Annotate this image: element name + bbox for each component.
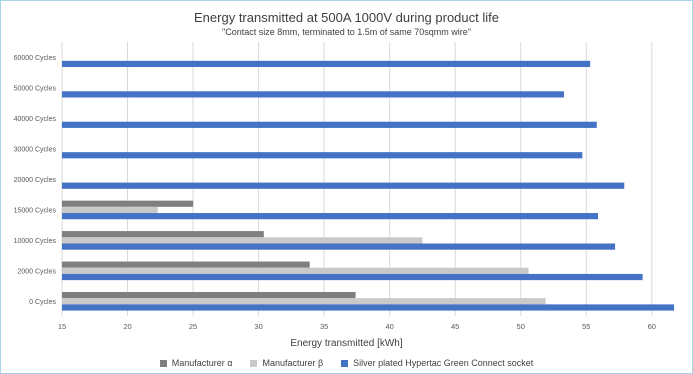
x-axis-label: Energy transmitted [kWh] (290, 338, 403, 349)
y-tick-label-20000-cycles: 20000 Cycles (14, 177, 57, 184)
chart-title: Energy transmitted at 500A 1000V during … (194, 10, 499, 25)
x-tick-label-25: 25 (189, 322, 197, 331)
x-tick-label-60: 60 (648, 322, 656, 331)
legend-label-hypertac: Silver plated Hypertac Green Connect soc… (353, 358, 534, 368)
bar-manufacturer-2000-cycles (62, 261, 310, 268)
bar-silver-plated-hypertac-green-connect-socket-40000-cycles (62, 121, 597, 128)
bar-silver-plated-hypertac-green-connect-socket-30000-cycles (62, 152, 583, 159)
x-tick-label-20: 20 (123, 322, 131, 331)
legend-item-manufacturer-alpha: Manufacturer α (159, 358, 233, 368)
y-tick-label-60000-cycles: 60000 Cycles (14, 55, 57, 62)
bar-manufacturer-15000-cycles (62, 206, 158, 214)
legend: Manufacturer α Manufacturer β Silver pla… (0, 358, 693, 368)
bar-silver-plated-hypertac-green-connect-socket-15000-cycles (62, 213, 599, 220)
legend-swatch-manufacturer-alpha (159, 359, 167, 367)
legend-item-manufacturer-beta: Manufacturer β (250, 358, 323, 368)
bar-silver-plated-hypertac-green-connect-socket-50000-cycles (62, 91, 564, 98)
y-tick-label-30000-cycles: 30000 Cycles (14, 147, 57, 154)
x-tick-label-55: 55 (582, 322, 590, 331)
bar-manufacturer-0-cycles (62, 298, 546, 305)
legend-swatch-hypertac (341, 359, 349, 367)
x-tick-label-50: 50 (517, 322, 525, 331)
legend-label-manufacturer-beta: Manufacturer β (262, 358, 324, 368)
bar-silver-plated-hypertac-green-connect-socket-10000-cycles (62, 243, 616, 250)
x-tick-label-15: 15 (58, 322, 66, 331)
bar-manufacturer-2000-cycles (62, 267, 529, 274)
bar-manufacturer-10000-cycles (62, 237, 423, 244)
chart-subtitle: "Contact size 8mm, terminated to 1.5m of… (222, 27, 471, 37)
x-tick-label-35: 35 (320, 322, 328, 331)
y-tick-label-2000-cycles: 2000 Cycles (17, 268, 56, 275)
legend-label-manufacturer-alpha: Manufacturer α (171, 358, 233, 368)
y-tick-label-50000-cycles: 50000 Cycles (14, 86, 57, 93)
bar-manufacturer-15000-cycles (62, 200, 194, 207)
y-tick-label-0-cycles: 0 Cycles (29, 299, 56, 306)
bar-manufacturer-0-cycles (62, 291, 356, 299)
bar-silver-plated-hypertac-green-connect-socket-60000-cycles (62, 60, 591, 68)
y-tick-label-15000-cycles: 15000 Cycles (14, 207, 57, 214)
x-tick-label-30: 30 (254, 322, 262, 331)
x-tick-label-40: 40 (385, 322, 393, 331)
x-tick-label-45: 45 (451, 322, 459, 331)
bar-manufacturer-10000-cycles (62, 231, 264, 238)
legend-item-hypertac: Silver plated Hypertac Green Connect soc… (341, 358, 533, 368)
bar-silver-plated-hypertac-green-connect-socket-2000-cycles (62, 273, 643, 281)
bar-silver-plated-hypertac-green-connect-socket-20000-cycles (62, 182, 625, 189)
legend-swatch-manufacturer-beta (250, 359, 258, 367)
y-tick-label-40000-cycles: 40000 Cycles (14, 116, 57, 123)
bar-silver-plated-hypertac-green-connect-socket-0-cycles (62, 304, 675, 311)
y-tick-label-10000-cycles: 10000 Cycles (14, 238, 57, 245)
